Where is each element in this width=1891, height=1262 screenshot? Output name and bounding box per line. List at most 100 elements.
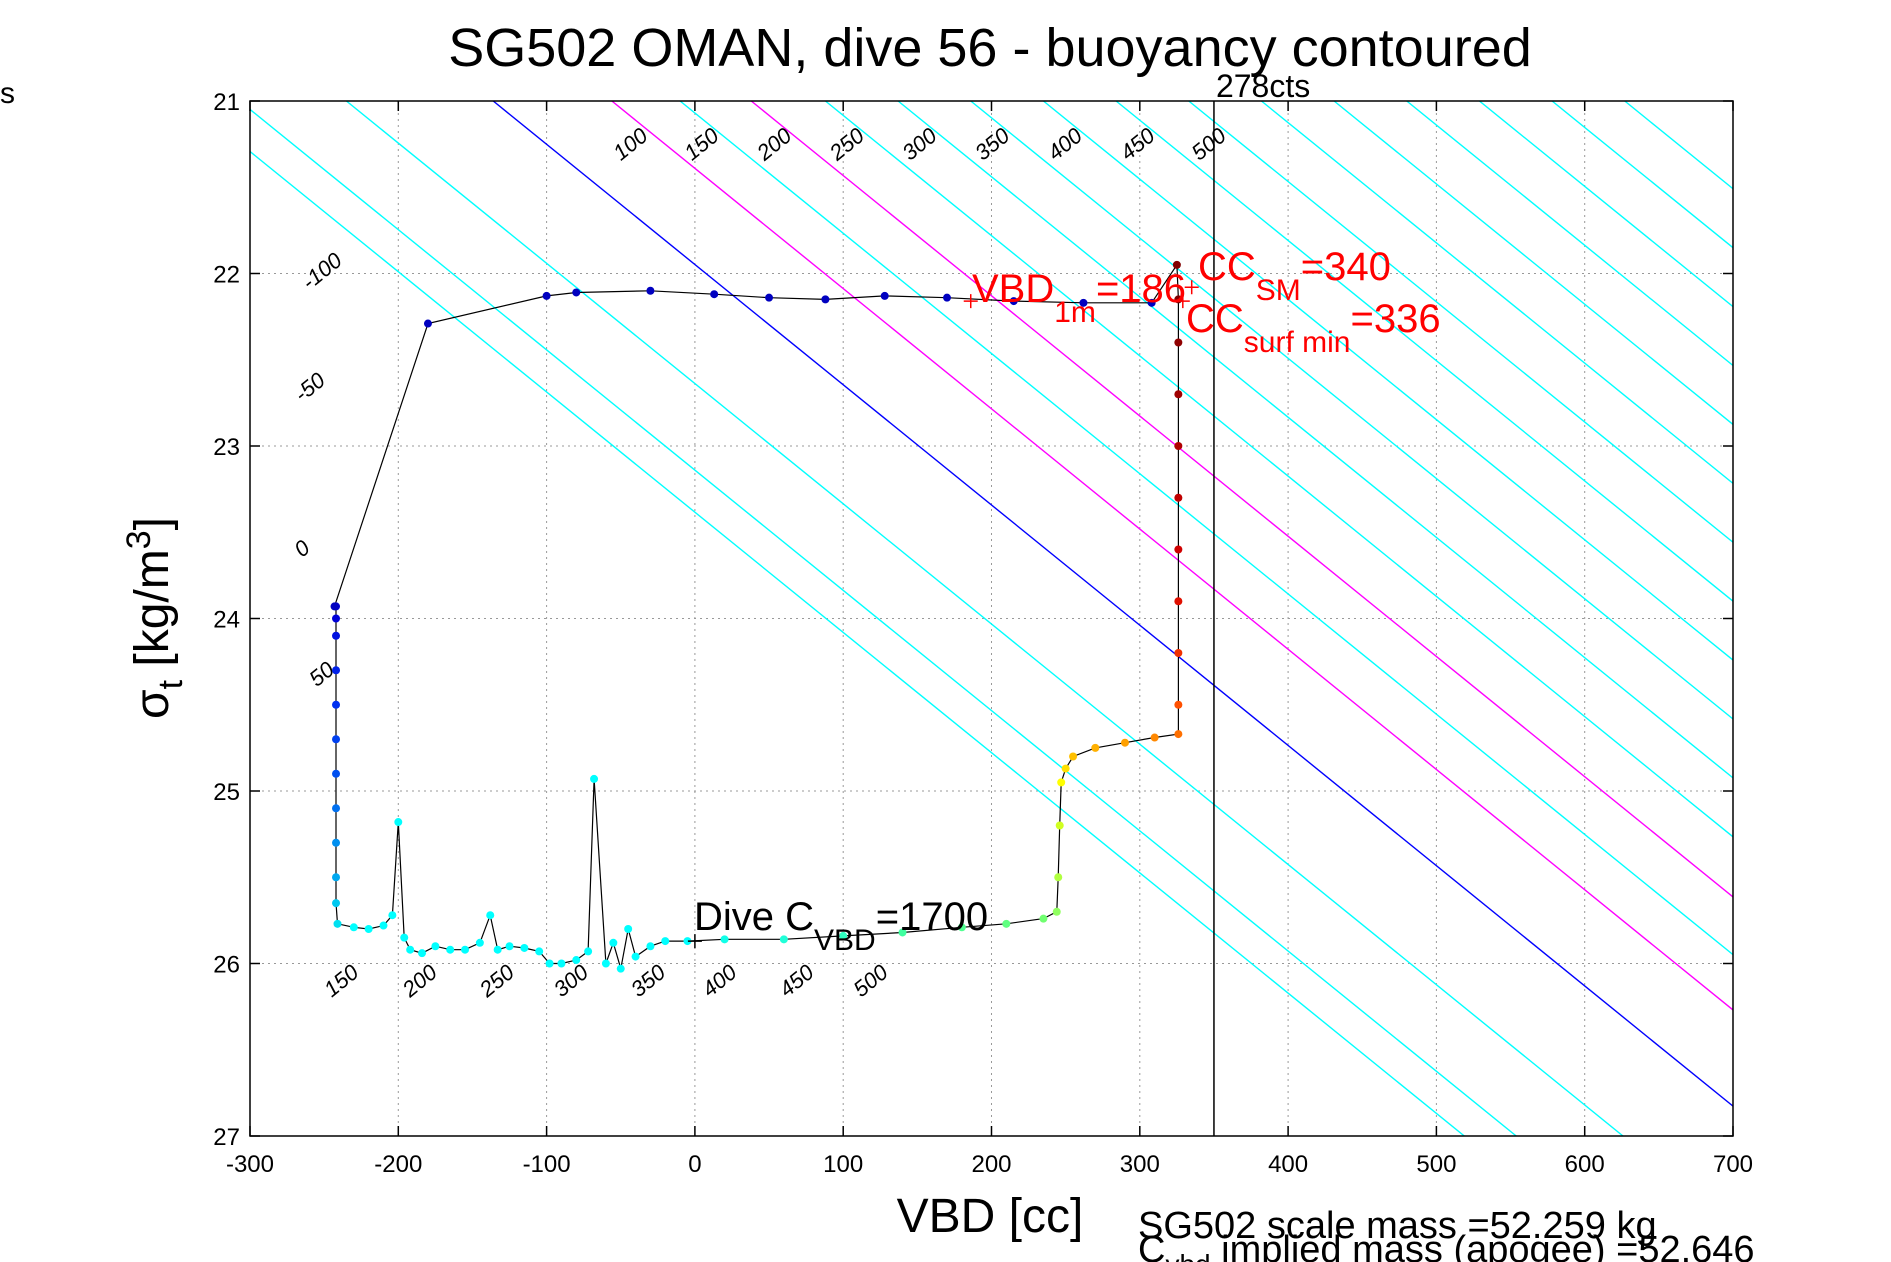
x-tick-label: -200 <box>374 1151 422 1178</box>
data-point <box>1055 821 1064 830</box>
y-tick-label: 21 <box>213 89 240 116</box>
data-point <box>1057 778 1066 787</box>
data-point <box>1120 738 1129 747</box>
data-point <box>609 938 618 947</box>
data-point <box>584 947 593 956</box>
x-tick-label: 0 <box>688 1151 701 1178</box>
scale-mass-text: SG502 scale mass =52.259 kg <box>1138 1205 1657 1247</box>
data-point <box>379 921 388 930</box>
cc-surf-min-annotation: CCsurf min=336 <box>1186 297 1441 359</box>
contour-line <box>345 101 1624 1136</box>
data-point <box>1061 764 1070 773</box>
data-point <box>646 942 655 951</box>
data-point <box>1009 297 1018 306</box>
data-point <box>332 666 341 675</box>
data-point <box>520 943 529 952</box>
dive-series <box>330 260 1183 973</box>
x-tick-label: 300 <box>1120 1151 1160 1178</box>
x-axis-label: VBD [cc] <box>897 1190 1084 1243</box>
data-point <box>332 804 341 813</box>
data-point <box>765 293 774 302</box>
data-point <box>332 899 341 908</box>
contour-line <box>1478 101 1733 308</box>
data-point <box>1091 743 1100 752</box>
data-point <box>332 873 341 882</box>
contour-line <box>1406 101 1733 367</box>
cc-sm-annotation: CCSM=340 <box>1198 245 1391 307</box>
implied-mass-text: Cvbd implied mass (apogee) =52.646 <box>1138 1229 1755 1262</box>
data-point <box>446 945 455 954</box>
data-point <box>898 928 907 937</box>
buoyancy-contours <box>250 101 1733 1136</box>
cc-vertical-line: 278cts <box>1213 68 1310 1136</box>
x-tick-label: 700 <box>1713 1151 1753 1178</box>
series-line <box>333 263 1179 969</box>
data-point <box>418 949 427 958</box>
data-point <box>720 935 729 944</box>
y-tick-label: 26 <box>213 952 240 979</box>
cc-line-label: 278cts <box>1216 68 1310 104</box>
grid-lines <box>250 101 1733 1136</box>
data-point <box>332 614 341 623</box>
data-point <box>1174 730 1183 739</box>
data-point <box>406 945 415 954</box>
data-point <box>332 631 341 640</box>
data-point <box>332 700 341 709</box>
data-point <box>710 290 719 299</box>
data-point <box>880 291 889 300</box>
data-point <box>423 319 432 328</box>
marker-plus <box>1175 294 1190 309</box>
dive-cvbd-annotation: Dive CVBD=1700 <box>694 895 988 957</box>
data-point <box>332 769 341 778</box>
data-point <box>1039 914 1048 923</box>
data-point <box>779 935 788 944</box>
data-point <box>364 925 373 933</box>
data-point <box>388 911 397 920</box>
data-point <box>542 291 551 300</box>
data-point <box>486 911 495 920</box>
data-point <box>1002 919 1011 928</box>
x-tick-label: 400 <box>1268 1151 1308 1178</box>
x-tick-label: 100 <box>823 1151 863 1178</box>
data-point <box>1147 298 1156 307</box>
x-tick-label: 500 <box>1416 1151 1456 1178</box>
contour-line <box>1188 101 1733 544</box>
marker-plus <box>1184 280 1199 295</box>
contour-line <box>679 101 1733 956</box>
data-point <box>572 956 581 965</box>
contour-line <box>1042 101 1733 661</box>
y-tick-label: 24 <box>213 607 240 634</box>
data-point <box>1052 907 1061 916</box>
axis-ticks: -300 -200 -100 0 100 200 300 400 500 600 700 21 22 23… <box>213 89 1753 1178</box>
data-point <box>616 964 625 973</box>
data-point <box>1174 649 1183 657</box>
data-point <box>493 945 502 954</box>
marker-plus <box>687 934 702 949</box>
contour-line <box>492 101 1733 1108</box>
data-point <box>545 959 554 968</box>
chart-title: SG502 OMAN, dive 56 - buoyancy contoured <box>448 18 1532 78</box>
contour-line <box>824 101 1733 838</box>
vbd-1m-annotation: VBD1m=186 <box>972 267 1186 329</box>
y-tick-label: 22 <box>213 262 240 289</box>
left-edge-label: s <box>0 77 15 110</box>
data-point <box>821 295 830 304</box>
y-axis-label: σt [kg/m3] <box>120 517 190 719</box>
data-point <box>349 923 358 932</box>
data-point <box>332 735 341 744</box>
data-point <box>461 945 470 954</box>
reference-markers <box>687 280 1199 949</box>
data-point <box>1174 597 1183 606</box>
data-point <box>1174 338 1183 347</box>
data-point <box>572 288 581 297</box>
data-point <box>1079 298 1088 307</box>
data-point <box>631 952 640 961</box>
data-point <box>957 923 966 932</box>
x-tick-label: 600 <box>1565 1151 1605 1178</box>
data-point <box>333 919 342 928</box>
data-point <box>601 959 610 968</box>
data-point <box>400 933 409 942</box>
data-point <box>332 838 341 847</box>
data-point <box>1174 442 1183 450</box>
